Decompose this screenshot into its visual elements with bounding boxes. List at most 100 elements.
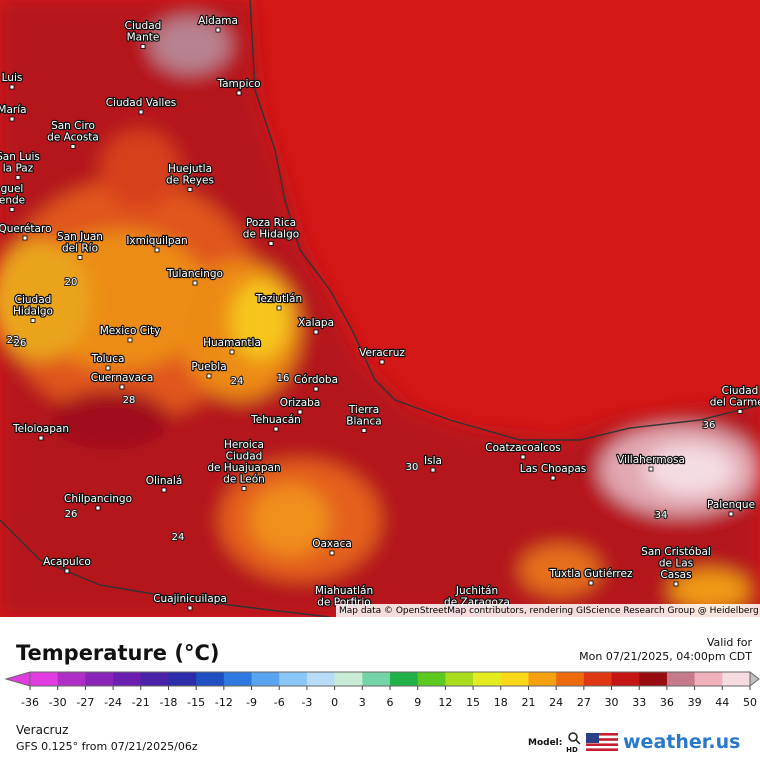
flag-icon [586, 733, 618, 751]
city-label: Cuernavaca [91, 372, 154, 384]
colorbar-tick-label: 36 [660, 696, 674, 709]
city-marker [15, 175, 21, 180]
city-label: Luis [2, 72, 23, 84]
colorbar-cell [30, 672, 59, 686]
city-label: Chilpancingo [64, 493, 132, 505]
city-label: Mexico City [100, 325, 161, 337]
city-label: Acapulco [43, 556, 91, 568]
colorbar-cell [417, 672, 446, 686]
colorbar: -36 -30 -27 -24 -21 -18 -15 -12 -9 -6 -3 0 3 6 9 12 15 18… [4, 670, 760, 709]
city-label: de Las [659, 558, 693, 570]
city-label: Tulancingo [166, 268, 223, 280]
legend-title: Temperature (°C) [16, 641, 219, 665]
colorbar-cell [473, 672, 502, 686]
hd-icon: HD [566, 732, 581, 754]
city-marker [520, 454, 526, 460]
colorbar-tick-label: 0 [331, 696, 338, 709]
city-marker [673, 581, 679, 587]
colorbar-cell [500, 672, 529, 686]
colorbar-tick-label: 50 [743, 696, 757, 709]
city-marker [588, 580, 594, 586]
city-marker [22, 235, 28, 241]
city-label: San Cristóbal [641, 546, 711, 558]
contour-label: 24 [231, 376, 244, 387]
city-label: Mante [127, 32, 160, 44]
city-label: de Acosta [47, 132, 99, 144]
colorbar-cell [611, 672, 640, 686]
city-marker [127, 337, 133, 343]
attribution: Map data © OpenStreetMap contributors, r… [339, 606, 760, 616]
city-label: de León [223, 474, 265, 486]
colorbar-cell [583, 672, 613, 686]
city-marker [138, 109, 144, 115]
colorbar-tick-label: 12 [438, 696, 452, 709]
colorbar-arrow-left [4, 671, 31, 687]
city-label: Querétaro [0, 223, 52, 235]
colorbar-cell [694, 672, 723, 686]
colorbar-tick-label: -18 [159, 696, 177, 709]
city-marker [70, 144, 76, 149]
city-label: Villahermosa [617, 454, 685, 466]
city-label: San Juan [57, 231, 103, 243]
city-label: la Paz [3, 163, 34, 175]
city-marker [313, 329, 319, 335]
city-marker [187, 605, 193, 611]
city-label: del Río [62, 243, 98, 255]
colorbar-tick-label: 39 [688, 696, 702, 709]
city-label: San Ciro [51, 120, 95, 132]
colorbar-tick-label: -6 [274, 696, 285, 709]
city-marker [430, 467, 436, 473]
city-marker [268, 241, 274, 246]
coastline [249, 0, 760, 441]
contour-label: 16 [277, 373, 290, 384]
map: AldamaCiudadManteTampicoLuisMaríaCiudad … [0, 0, 760, 617]
colorbar-cell [666, 672, 696, 686]
colorbar-cell [556, 672, 585, 686]
valid-label: Valid for [707, 636, 753, 649]
colorbar-tick-label: 30 [605, 696, 619, 709]
city-marker [161, 487, 167, 493]
city-label: Tehuacán [250, 414, 301, 426]
city-marker [273, 426, 279, 432]
city-label: Tuxtla Gutiérrez [549, 568, 633, 580]
colorbar-cell [334, 672, 363, 686]
city-label: Hidalgo [13, 306, 53, 318]
city-marker [215, 27, 221, 33]
city-label: Teloloapan [12, 423, 69, 435]
city-label: Toluca [91, 353, 125, 365]
model-label: Model: [528, 738, 562, 748]
city-label: Juchitán [455, 585, 498, 597]
city-marker [77, 255, 83, 260]
city-label: Oaxaca [312, 538, 352, 550]
city-marker [105, 365, 111, 371]
city-marker [9, 116, 15, 122]
city-label: Casas [660, 569, 691, 581]
contour-label: 30 [406, 462, 419, 473]
city-marker [329, 550, 335, 556]
colorbar-tick-label: 15 [466, 696, 480, 709]
city-label: Ciudad [15, 294, 52, 306]
colorbar-cell [223, 672, 253, 686]
colorbar-tick-label: -9 [246, 696, 257, 709]
city-marker [379, 359, 385, 365]
city-marker [229, 349, 235, 355]
colorbar-tick-label: 9 [414, 696, 421, 709]
city-marker [236, 90, 242, 96]
colorbar-tick-label: -12 [215, 696, 233, 709]
colorbar-tick-label: 24 [549, 696, 563, 709]
city-marker [276, 305, 282, 311]
city-marker [241, 486, 247, 491]
colorbar-tick-label: 21 [521, 696, 535, 709]
city-marker [192, 280, 198, 286]
valid-time: Mon 07/21/2025, 04:00pm CDT [579, 650, 752, 663]
city-label: Miahuatlán [315, 585, 373, 597]
colorbar-cell [639, 672, 668, 686]
city-label: Aldama [198, 15, 238, 27]
city-label: Tampico [216, 78, 260, 90]
colorbar-tick-label: 44 [715, 696, 729, 709]
labels: AldamaCiudadManteTampicoLuisMaríaCiudad … [0, 14, 760, 614]
city-marker [550, 475, 556, 481]
city-marker [9, 207, 15, 212]
brand: weather.us [623, 731, 740, 753]
contour-label: 36 [703, 420, 716, 431]
